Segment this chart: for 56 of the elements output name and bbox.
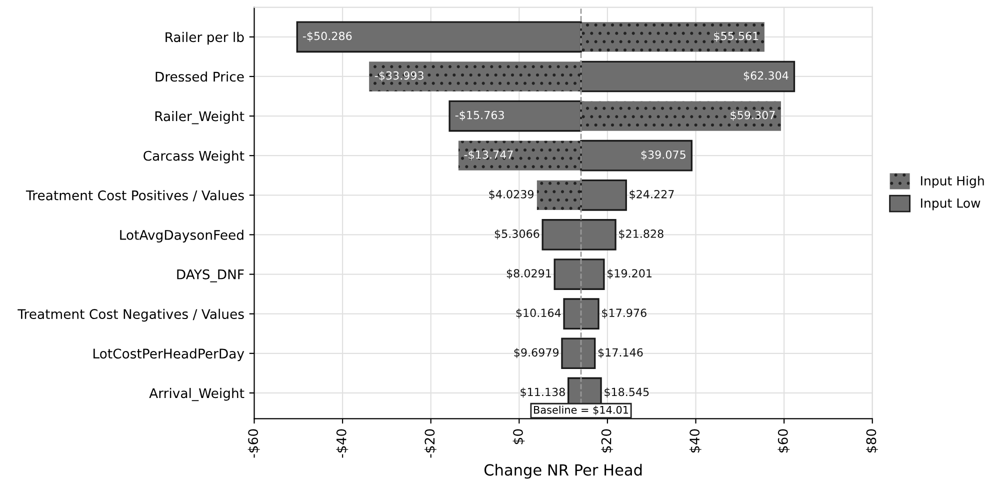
y-tick-label: Treatment Cost Positives / Values <box>26 190 244 202</box>
y-tick-label: Arrival_Weight <box>149 388 244 402</box>
bar <box>581 22 764 52</box>
y-tick-label: Carcass Weight <box>144 150 244 164</box>
x-tick-label: $40 <box>689 429 702 452</box>
x-tick-label: $20 <box>601 429 614 452</box>
annotation: $55.561 <box>714 32 758 42</box>
annotation: $39.075 <box>641 150 686 160</box>
annotation: $62.304 <box>744 71 788 82</box>
y-tick-label: DAYS_DNF <box>177 269 244 282</box>
annotation: $18.545 <box>604 388 649 398</box>
x-tick-label: $80 <box>866 429 878 452</box>
annotation: $10.164 <box>516 308 561 319</box>
annotation: $9.6979 <box>514 348 559 358</box>
annotation: $24.227 <box>630 190 674 200</box>
annotation: -$33.993 <box>374 71 424 82</box>
bar <box>580 140 693 172</box>
legend-label: Input Low <box>921 198 980 210</box>
bar <box>580 179 627 211</box>
bar <box>581 101 782 131</box>
annotation: -$50.286 <box>302 32 352 42</box>
y-tick-label: Treatment Cost Negatives / Values <box>18 308 244 322</box>
y-tick-label: LotAvgDaysonFeed <box>120 230 244 242</box>
annotation: $8.0291 <box>506 268 551 279</box>
annotation: $59.307 <box>730 110 775 121</box>
bar <box>448 100 582 132</box>
annotation: $11.138 <box>520 388 565 398</box>
y-tick-label: Railer per lb <box>166 32 244 45</box>
ref-line-label: Baseline = $14.01 <box>534 406 628 416</box>
bar <box>458 140 582 170</box>
annotation: $4.0239 <box>489 190 534 200</box>
y-tick-label: Railer_Weight <box>155 111 244 124</box>
bar <box>554 258 605 290</box>
annotation: $17.976 <box>602 308 646 319</box>
bar <box>563 298 600 330</box>
x-tick-label: -$60 <box>248 429 260 458</box>
y-tick-label: LotCostPerHeadPerDay <box>94 348 244 362</box>
annotation: -$15.763 <box>455 110 504 121</box>
annotation: $21.828 <box>619 229 664 240</box>
annotation: $5.3066 <box>494 229 540 240</box>
x-axis-title: Change NR Per Head <box>484 464 642 479</box>
bar <box>580 60 796 92</box>
annotation: -$13.747 <box>464 150 513 160</box>
x-tick-label: $60 <box>778 429 790 452</box>
bar <box>536 180 582 210</box>
x-tick-label: $0 <box>512 429 525 444</box>
bar <box>561 338 596 370</box>
y-tick-label: Dressed Price <box>156 71 244 82</box>
bar <box>542 219 616 250</box>
x-tick-label: -$20 <box>424 429 436 458</box>
legend-label: Input High <box>921 176 984 188</box>
bar <box>296 21 582 53</box>
annotation: $19.201 <box>608 268 652 279</box>
x-tick-label: -$40 <box>336 429 348 458</box>
bar <box>369 62 582 92</box>
annotation: $17.146 <box>598 348 643 358</box>
